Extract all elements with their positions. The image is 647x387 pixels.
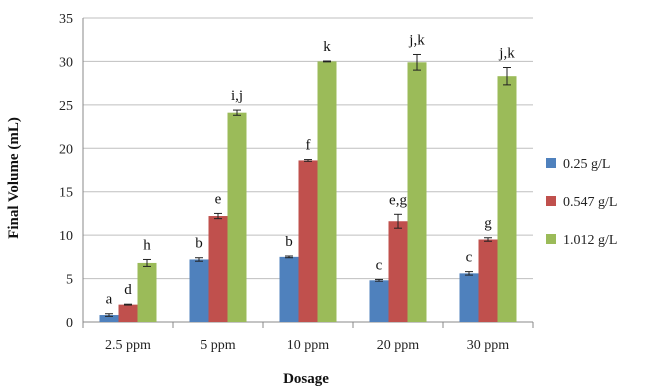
legend-swatch	[546, 196, 556, 206]
significance-label: c	[376, 257, 383, 273]
significance-label: i,j	[231, 88, 243, 104]
bar	[99, 315, 119, 322]
bar	[459, 273, 479, 322]
significance-label: b	[195, 236, 203, 252]
significance-label: h	[143, 237, 151, 253]
y-tick-label: 5	[66, 273, 73, 288]
significance-label: k	[323, 39, 331, 55]
significance-label: f	[306, 138, 311, 154]
significance-label: c	[466, 250, 473, 266]
y-tick-label: 30	[59, 55, 73, 70]
significance-label: b	[285, 234, 293, 250]
bar	[478, 239, 498, 322]
x-tick-label: 2.5 ppm	[105, 338, 151, 353]
legend-swatch	[546, 234, 556, 244]
legend-label: 0.25 g/L	[563, 157, 610, 172]
bars	[99, 53, 517, 323]
legend: 0.25 g/L 0.547 g/L 1.012 g/L	[546, 157, 617, 248]
x-tick-label: 5 ppm	[200, 338, 236, 353]
legend-swatch	[546, 158, 556, 168]
bar	[407, 62, 427, 322]
y-axis-title: Final Volume (mL)	[6, 117, 22, 239]
x-tick-label: 20 ppm	[377, 338, 420, 353]
bar	[227, 112, 247, 322]
y-tick-label: 20	[59, 142, 73, 157]
significance-label: e,g	[389, 192, 407, 208]
bar	[298, 160, 318, 322]
axes: 0 5 10 15 20 25 30 35 2.5 ppm 5 ppm 10 ppm 20 ppm 30…	[59, 12, 534, 353]
y-tick-label: 35	[59, 12, 73, 27]
bar	[118, 304, 138, 322]
bar	[369, 280, 389, 322]
bar	[388, 221, 408, 322]
bar	[208, 216, 228, 322]
y-tick-label: 0	[66, 316, 73, 331]
significance-label: e	[215, 191, 222, 207]
significance-label: j,k	[408, 32, 425, 48]
y-tick-label: 10	[59, 229, 73, 244]
significance-label: d	[124, 282, 132, 298]
x-axis-title: Dosage	[283, 371, 329, 387]
significance-label: j,k	[498, 46, 515, 62]
bar	[497, 76, 517, 323]
significance-label: a	[106, 292, 113, 308]
x-tick-label: 30 ppm	[467, 338, 510, 353]
bar	[189, 259, 209, 322]
y-tick-label: 25	[59, 99, 73, 114]
bar	[279, 256, 299, 322]
x-tick-label: 10 ppm	[287, 338, 330, 353]
legend-label: 1.012 g/L	[563, 233, 617, 248]
significance-label: g	[484, 216, 492, 232]
bar	[317, 61, 337, 323]
legend-label: 0.547 g/L	[563, 195, 617, 210]
annotations: ad h b e i,j b f k c e,g j,k c g j,k	[106, 32, 516, 307]
bar	[137, 262, 157, 322]
y-tick-label: 15	[59, 186, 73, 201]
